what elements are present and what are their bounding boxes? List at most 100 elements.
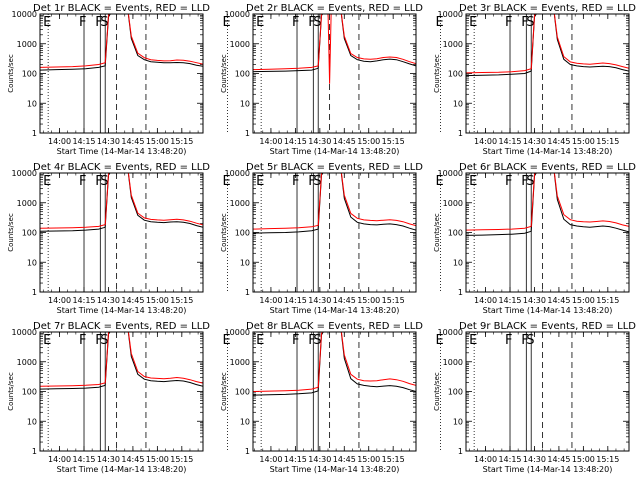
y-tick-label: 1 xyxy=(245,447,250,456)
panel-title: Det 2r BLACK = Events, RED = LLD xyxy=(246,3,423,14)
events-series-line xyxy=(466,14,629,77)
x-tick-label: 15:00 xyxy=(146,137,169,146)
y-tick-label: 100 xyxy=(235,388,250,397)
x-axis-label: Start Time (14-Mar-14 13:48:20) xyxy=(483,465,613,474)
time-marker-label: E xyxy=(469,333,477,348)
time-marker-label: S xyxy=(313,333,321,348)
plot-frame xyxy=(252,331,417,452)
time-marker-label: E xyxy=(222,333,230,348)
x-tick-label: 14:45 xyxy=(121,137,144,146)
y-tick-label: 1000 xyxy=(17,358,37,367)
time-marker-label: F xyxy=(308,174,315,189)
y-tick-label: 10 xyxy=(453,99,463,108)
time-marker-label: F xyxy=(95,174,102,189)
y-tick-label: 10 xyxy=(453,258,463,267)
plot-frame xyxy=(39,331,204,452)
events-series-line xyxy=(466,173,629,236)
time-marker-label: F xyxy=(79,15,86,30)
plot-frame xyxy=(465,331,630,452)
events-series-line xyxy=(253,14,416,73)
x-axis-label: Start Time (14-Mar-14 13:48:20) xyxy=(270,465,400,474)
x-tick-label: 14:45 xyxy=(547,455,570,464)
x-axis-label: Start Time (14-Mar-14 13:48:20) xyxy=(483,147,613,156)
y-tick-label: 1000 xyxy=(17,199,37,208)
y-axis-label: Counts/sec xyxy=(433,213,441,252)
time-marker-label: F xyxy=(308,15,315,30)
x-tick-label: 15:00 xyxy=(357,137,380,146)
y-tick-label: 10 xyxy=(27,99,37,108)
x-tick-label: 14:00 xyxy=(474,455,497,464)
time-marker-label: F xyxy=(292,333,299,348)
time-marker-label: E xyxy=(222,174,230,189)
x-tick-label: 14:30 xyxy=(523,296,546,305)
detector-panel-4: Det 4r BLACK = Events, RED = LLD Counts/s… xyxy=(7,162,231,315)
x-tick-label: 14:45 xyxy=(547,296,570,305)
y-tick-label: 100 xyxy=(22,229,37,238)
time-marker-label: F xyxy=(95,15,102,30)
y-tick-label: 1000 xyxy=(443,199,463,208)
plot-frame xyxy=(252,172,417,293)
x-tick-label: 15:15 xyxy=(382,455,405,464)
time-marker-label: F xyxy=(79,333,86,348)
x-tick-label: 15:00 xyxy=(146,455,169,464)
x-tick-label: 15:15 xyxy=(596,296,619,305)
time-marker-label: F xyxy=(292,174,299,189)
y-tick-label: 100 xyxy=(448,70,463,79)
time-marker-label: F xyxy=(521,174,528,189)
x-tick-label: 14:45 xyxy=(333,137,356,146)
time-marker-label: E xyxy=(222,15,230,30)
y-tick-label: 1 xyxy=(32,447,37,456)
x-tick-label: 14:00 xyxy=(48,455,71,464)
panel-title: Det 3r BLACK = Events, RED = LLD xyxy=(459,3,636,14)
y-axis-label: Counts/sec xyxy=(7,372,15,411)
x-tick-label: 14:45 xyxy=(547,137,570,146)
panel-title: Det 8r BLACK = Events, RED = LLD xyxy=(246,321,423,332)
detector-panel-5: Det 5r BLACK = Events, RED = LLD Counts/s… xyxy=(220,162,444,315)
y-axis-label: Counts/sec xyxy=(433,372,441,411)
y-tick-label: 10 xyxy=(453,417,463,426)
x-tick-label: 14:15 xyxy=(72,137,95,146)
y-tick-label: 10000 xyxy=(12,169,37,178)
x-tick-label: 14:30 xyxy=(308,455,331,464)
plot-frame xyxy=(39,172,204,293)
y-tick-label: 10 xyxy=(240,99,250,108)
time-marker-label: F xyxy=(521,15,528,30)
x-tick-label: 14:30 xyxy=(523,455,546,464)
x-tick-label: 15:15 xyxy=(170,296,193,305)
x-tick-label: 14:15 xyxy=(72,296,95,305)
time-marker-label: S xyxy=(313,174,321,189)
x-tick-label: 14:00 xyxy=(474,296,497,305)
y-tick-label: 1 xyxy=(458,288,463,297)
events-series-line xyxy=(40,173,203,232)
detector-panel-1: Det 1r BLACK = Events, RED = LLD Counts/s… xyxy=(7,3,231,156)
x-tick-label: 15:00 xyxy=(572,296,595,305)
events-series-line xyxy=(40,332,203,390)
time-marker-label: S xyxy=(100,15,108,30)
x-axis-label: Start Time (14-Mar-14 13:48:20) xyxy=(57,465,187,474)
x-tick-label: 15:00 xyxy=(146,296,169,305)
time-marker-label: F xyxy=(292,15,299,30)
x-tick-label: 15:00 xyxy=(572,137,595,146)
detector-panel-7: Det 7r BLACK = Events, RED = LLD Counts/s… xyxy=(7,321,231,474)
y-axis-label: Counts/sec xyxy=(7,54,15,93)
x-tick-label: 15:15 xyxy=(382,137,405,146)
y-axis-label: Counts/sec xyxy=(433,54,441,93)
panel-title: Det 5r BLACK = Events, RED = LLD xyxy=(246,162,423,173)
x-tick-label: 14:00 xyxy=(259,137,282,146)
time-marker-label: F xyxy=(521,333,528,348)
x-tick-label: 14:30 xyxy=(97,296,120,305)
time-marker-label: E xyxy=(43,174,51,189)
panel-title: Det 6r BLACK = Events, RED = LLD xyxy=(459,162,636,173)
y-tick-label: 1000 xyxy=(17,40,37,49)
events-series-line xyxy=(40,14,203,71)
y-tick-label: 10000 xyxy=(438,169,463,178)
x-axis-label: Start Time (14-Mar-14 13:48:20) xyxy=(57,147,187,156)
lld-series-line xyxy=(466,173,629,231)
time-marker-label: S xyxy=(100,333,108,348)
time-marker-label: F xyxy=(79,174,86,189)
time-marker-label: E xyxy=(435,174,443,189)
time-marker-label: E xyxy=(256,174,264,189)
plot-frame xyxy=(252,13,417,134)
y-tick-label: 100 xyxy=(235,229,250,238)
y-tick-label: 10000 xyxy=(225,328,250,337)
